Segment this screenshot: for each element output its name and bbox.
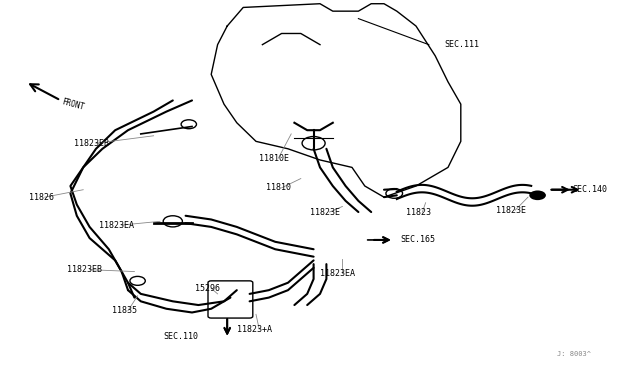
Text: 11823E: 11823E [310,208,340,217]
Circle shape [529,190,546,200]
Text: 11823EA: 11823EA [320,269,355,278]
Text: 11823EB: 11823EB [67,265,102,274]
Text: 11835: 11835 [112,306,137,315]
Text: 11823: 11823 [406,208,431,217]
Text: SEC.140: SEC.140 [573,185,608,194]
Text: 11823EA: 11823EA [99,221,134,230]
Text: 11826: 11826 [29,193,54,202]
FancyBboxPatch shape [208,281,253,318]
Text: SEC.165: SEC.165 [400,235,435,244]
Text: SEC.111: SEC.111 [445,40,480,49]
Text: 11810E: 11810E [259,154,289,163]
Text: 15296: 15296 [195,284,220,293]
Text: 11823+A: 11823+A [237,325,272,334]
Text: 11823EB: 11823EB [74,139,109,148]
Text: 11823E: 11823E [496,206,526,215]
Text: SEC.110: SEC.110 [163,332,198,341]
Text: J: 8003^: J: 8003^ [557,351,591,357]
Text: FRONT: FRONT [61,97,86,112]
Text: 11810: 11810 [266,183,291,192]
